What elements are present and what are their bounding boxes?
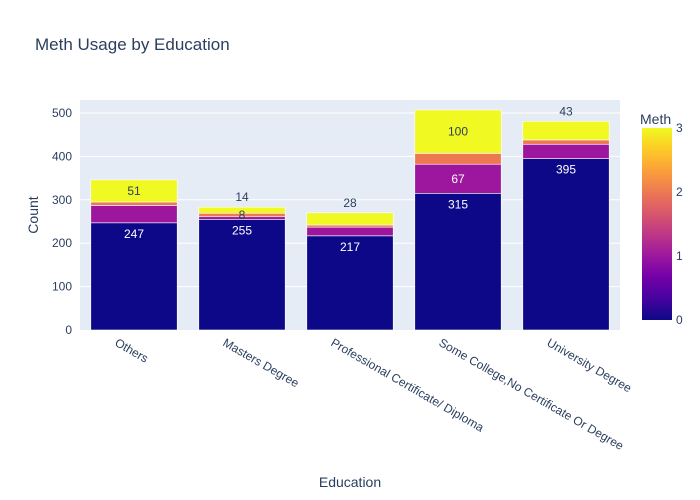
colorbar-tick-label: 0 [676,313,683,327]
y-tick-label: 0 [65,323,72,337]
bar-segment-meth-0[interactable] [198,219,286,331]
bar-value-label: 43 [559,104,573,118]
y-tick-label: 400 [52,149,72,163]
bar-segment-meth-3[interactable] [198,206,286,214]
y-tick-label: 100 [52,280,72,294]
bar-value-label: 8 [239,208,246,222]
bar-segment-meth-2[interactable] [414,153,502,165]
colorbar-gradient [642,128,672,320]
bar-value-label: 67 [451,172,465,186]
bar-segment-meth-1[interactable] [90,205,178,224]
bar-segment-meth-1[interactable] [522,143,610,159]
bar-segment-meth-3[interactable] [306,212,394,226]
bar-value-label: 395 [556,163,576,177]
bar-segment-meth-1[interactable] [414,163,502,194]
y-tick-label: 500 [52,106,72,120]
bars [90,109,610,331]
bar-value-label: 247 [124,227,144,241]
bar-value-label: 28 [343,196,357,210]
bar-segment-meth-3[interactable] [522,120,610,141]
bar-value-label: 14 [235,190,249,204]
colorbar-tick-label: 3 [676,121,683,135]
bar-value-label: 315 [448,197,468,211]
bar-segment-meth-2[interactable] [306,224,394,228]
bar-segment-meth-3[interactable] [90,179,178,203]
y-axis-title: Count [25,196,41,233]
bar-segment-meth-0[interactable] [522,158,610,331]
y-tick-label: 300 [52,193,72,207]
bar-segment-meth-0[interactable] [306,235,394,331]
y-tick-labels: 0 100 200 300 400 500 [52,106,72,337]
colorbar-tick-label: 1 [676,249,683,263]
colorbar-title: Meth [640,111,671,127]
x-axis-title: Education [319,474,381,490]
bar-segment-meth-2[interactable] [90,201,178,206]
colorbar: Meth 0 1 2 3 [640,111,683,327]
bar-value-label: 255 [232,223,252,237]
colorbar-tick-label: 2 [676,185,683,199]
bar-segment-meth-3[interactable] [414,109,502,154]
colorbar-ticks: 0 1 2 3 [676,121,683,327]
chart-title: Meth Usage by Education [35,35,230,54]
bar-value-label: 217 [340,240,360,254]
bar-value-label: 100 [448,125,468,139]
y-tick-label: 200 [52,236,72,250]
bar-segment-meth-0[interactable] [90,222,178,331]
bar-segment-meth-2[interactable] [522,139,610,145]
bar-segment-meth-1[interactable] [306,226,394,237]
bar-segment-meth-0[interactable] [414,193,502,331]
bar-value-label: 51 [127,184,141,198]
